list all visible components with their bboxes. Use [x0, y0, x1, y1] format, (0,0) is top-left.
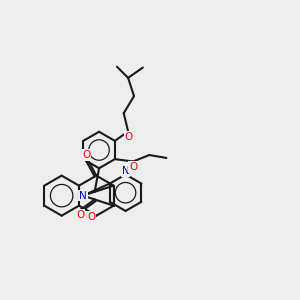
Text: N: N — [122, 166, 129, 176]
Text: O: O — [82, 150, 90, 160]
Text: O: O — [129, 162, 137, 172]
Text: N: N — [79, 190, 87, 201]
Text: O: O — [87, 212, 95, 222]
Text: O: O — [124, 132, 133, 142]
Text: O: O — [76, 210, 85, 220]
